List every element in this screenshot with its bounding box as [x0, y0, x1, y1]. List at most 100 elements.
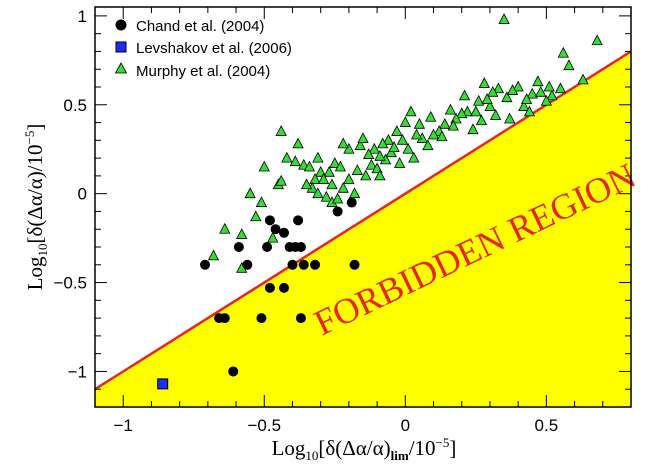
- y-tick-label: −0.5: [53, 274, 87, 293]
- point-murphy: [543, 80, 555, 92]
- point-murphy: [258, 160, 270, 172]
- point-murphy: [303, 160, 316, 172]
- point-murphy: [323, 165, 335, 177]
- point-murphy: [334, 160, 347, 172]
- point-chand: [279, 282, 290, 293]
- point-murphy: [236, 228, 248, 239]
- point-chand: [256, 313, 267, 324]
- point-murphy: [317, 173, 330, 184]
- point-murphy: [374, 169, 386, 181]
- point-murphy: [470, 105, 482, 117]
- data-points: [157, 13, 603, 390]
- point-chand: [332, 206, 343, 217]
- point-murphy: [354, 139, 366, 151]
- point-murphy: [484, 100, 496, 111]
- point-murphy: [408, 151, 420, 163]
- point-murphy: [255, 196, 268, 207]
- point-murphy: [360, 169, 372, 181]
- point-murphy: [382, 133, 395, 145]
- point-murphy: [478, 77, 490, 88]
- point-murphy: [385, 146, 397, 158]
- point-murphy: [489, 109, 502, 120]
- point-chand: [233, 242, 244, 252]
- point-murphy: [512, 80, 524, 92]
- point-murphy: [591, 34, 603, 46]
- point-murphy: [331, 192, 344, 204]
- y-tick-label: 0: [78, 185, 87, 204]
- point-murphy: [309, 173, 321, 184]
- point-murphy: [244, 187, 256, 199]
- point-murphy: [388, 141, 400, 152]
- point-chand: [242, 259, 253, 270]
- point-murphy: [436, 130, 448, 142]
- legend-marker-murphy: [114, 62, 128, 74]
- point-murphy: [329, 157, 341, 168]
- x-tick-label: 0: [401, 416, 410, 435]
- point-murphy: [526, 87, 538, 99]
- point-murphy: [281, 151, 293, 163]
- point-murphy: [343, 142, 355, 154]
- point-murphy: [456, 107, 468, 119]
- point-chand: [310, 259, 321, 270]
- point-murphy: [546, 89, 558, 101]
- point-murphy: [365, 158, 378, 170]
- point-murphy: [523, 105, 536, 117]
- point-murphy: [481, 93, 493, 104]
- point-murphy: [337, 181, 349, 193]
- point-murphy: [250, 210, 262, 222]
- axis-ticks: [94, 7, 632, 407]
- point-murphy: [501, 91, 513, 103]
- point-murphy: [504, 112, 516, 124]
- point-murphy: [540, 94, 553, 106]
- point-chand: [293, 215, 304, 226]
- point-chand: [298, 259, 309, 270]
- point-chand: [295, 242, 306, 252]
- point-murphy: [473, 94, 485, 106]
- point-murphy: [439, 117, 451, 129]
- point-murphy: [535, 85, 547, 97]
- plot-frame: [94, 6, 632, 408]
- boundary-line: [95, 50, 631, 391]
- point-murphy: [292, 137, 304, 149]
- point-murphy: [577, 73, 589, 85]
- legend-label-chand: Chand et al. (2004): [136, 18, 264, 35]
- point-murphy: [402, 142, 414, 154]
- legend-label-murphy: Murphy et al. (2004): [136, 63, 270, 80]
- point-murphy: [312, 151, 324, 163]
- point-murphy: [275, 125, 287, 136]
- point-murphy: [425, 110, 437, 122]
- point-murphy: [563, 59, 575, 71]
- point-murphy: [518, 100, 530, 111]
- point-chand: [262, 242, 273, 252]
- point-murphy: [320, 190, 332, 202]
- y-tick-labels: −1 −0.5 0 0.5 1: [53, 7, 87, 382]
- y-tick-label: −1: [68, 362, 87, 381]
- point-murphy: [506, 84, 519, 95]
- point-murphy: [374, 149, 386, 161]
- x-tick-label: −1: [114, 416, 133, 435]
- point-murphy: [326, 178, 338, 190]
- x-tick-label: 0.5: [535, 416, 559, 435]
- point-chand: [264, 215, 275, 226]
- legend-marker-chand: [115, 19, 127, 31]
- point-murphy: [391, 125, 403, 136]
- point-murphy: [289, 155, 301, 167]
- point-murphy: [377, 137, 389, 149]
- point-murphy: [219, 222, 231, 234]
- point-chand: [287, 259, 298, 270]
- y-axis-title: Log10[δ(Δα/α)/10−5]: [22, 124, 50, 291]
- point-murphy: [368, 142, 380, 154]
- point-chand: [279, 227, 290, 238]
- point-chand: [346, 197, 357, 208]
- x-axis-title: Log10[δ(Δα/α)lim/10−5]: [272, 435, 457, 463]
- point-murphy: [312, 187, 324, 199]
- y-tick-label: 0.5: [63, 96, 87, 115]
- point-murphy: [475, 114, 488, 126]
- legend-label-levshakov: Levshakov et al. (2006): [136, 40, 292, 57]
- point-chand: [349, 259, 360, 270]
- point-murphy: [492, 82, 505, 94]
- x-tick-labels: −1 −0.5 0 0.5: [114, 416, 559, 435]
- point-chand: [270, 224, 281, 235]
- point-murphy: [394, 157, 406, 168]
